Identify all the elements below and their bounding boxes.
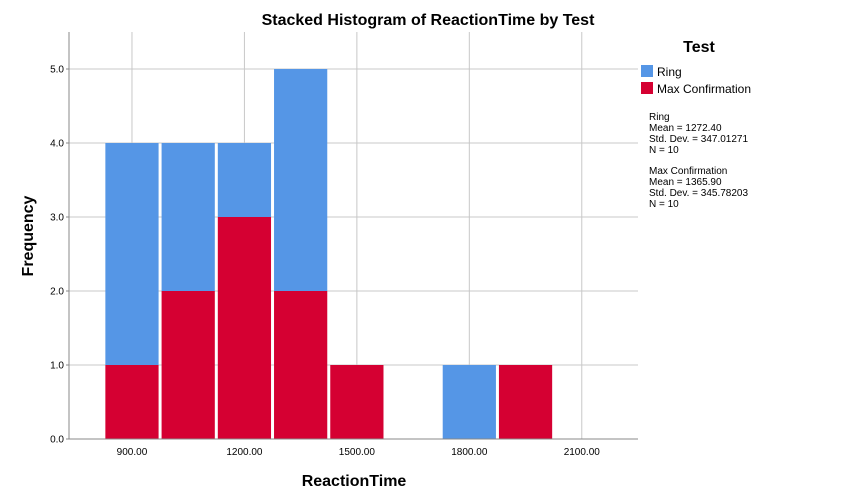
stats-block: Ring Mean = 1272.40 Std. Dev. = 347.0127…	[649, 112, 748, 210]
stats-max-name: Max Confirmation	[649, 166, 727, 177]
y-tick-label: 4.0	[50, 139, 64, 150]
stats-max-mean: Mean = 1365.90	[649, 177, 722, 188]
x-axis-label: ReactionTime	[302, 473, 407, 490]
bar-max-confirmation	[105, 365, 159, 439]
chart-title: Stacked Histogram of ReactionTime by Tes…	[262, 12, 596, 29]
legend-swatch-ring	[641, 65, 653, 77]
bars-group	[105, 69, 553, 439]
stats-ring-mean: Mean = 1272.40	[649, 123, 722, 134]
bar-ring	[217, 143, 272, 217]
y-tick-label: 5.0	[50, 65, 64, 76]
stats-max-n: N = 10	[649, 199, 679, 210]
x-tick-label: 2100.00	[564, 447, 601, 458]
stats-ring-n: N = 10	[649, 145, 679, 156]
legend-swatch-max-confirmation	[641, 82, 653, 94]
bar-ring	[105, 143, 159, 365]
x-tick-label: 900.00	[117, 447, 148, 458]
legend: Test Ring Max Confirmation	[641, 39, 751, 96]
legend-title: Test	[683, 39, 715, 56]
bar-ring	[442, 365, 496, 439]
bar-max-confirmation	[217, 217, 272, 439]
bar-max-confirmation	[498, 365, 553, 439]
x-tick-labels: 900.00 1200.00 1500.00 1800.00 2100.00	[117, 447, 601, 458]
bar-ring	[274, 69, 328, 291]
legend-label-ring: Ring	[657, 65, 682, 79]
x-tick-label: 1500.00	[339, 447, 376, 458]
x-tick-label: 1200.00	[226, 447, 263, 458]
stats-ring-name: Ring	[649, 112, 670, 123]
stats-max-std: Std. Dev. = 345.78203	[649, 188, 748, 199]
y-tick-label: 2.0	[50, 287, 64, 298]
y-tick-labels: 0.0 1.0 2.0 3.0 4.0 5.0	[50, 65, 69, 446]
bar-max-confirmation	[330, 365, 384, 439]
stats-ring-std: Std. Dev. = 347.01271	[649, 134, 748, 145]
y-tick-label: 3.0	[50, 213, 64, 224]
y-tick-label: 1.0	[50, 361, 64, 372]
legend-label-max-confirmation: Max Confirmation	[657, 82, 751, 96]
x-tick-label: 1800.00	[451, 447, 488, 458]
bar-ring	[161, 143, 215, 291]
bar-max-confirmation	[274, 291, 328, 439]
y-axis-label: Frequency	[20, 195, 37, 276]
y-tick-label: 0.0	[50, 435, 64, 446]
bar-max-confirmation	[161, 291, 215, 439]
